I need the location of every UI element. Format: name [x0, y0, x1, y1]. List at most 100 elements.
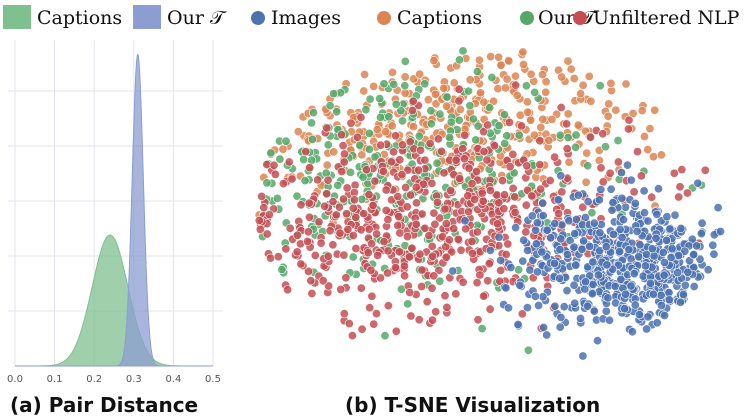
- scatter-point: [499, 190, 509, 200]
- scatter-point: [516, 121, 526, 131]
- scatter-point: [639, 208, 649, 218]
- scatter-point: [442, 92, 452, 102]
- scatter-point: [553, 195, 563, 205]
- scatter-point: [400, 81, 410, 91]
- scatter-point: [571, 215, 581, 225]
- scatter-point: [465, 75, 475, 85]
- scatter-point: [417, 265, 427, 275]
- scatter-point: [365, 303, 375, 313]
- scatter-point: [643, 312, 653, 322]
- scatter-point: [386, 157, 396, 167]
- scatter-point: [611, 105, 621, 115]
- scatter-point: [593, 270, 603, 280]
- scatter-point: [529, 130, 539, 140]
- scatter-point: [364, 224, 374, 234]
- scatter-point: [703, 265, 713, 275]
- scatter-point: [328, 197, 338, 207]
- scatter-point: [675, 297, 685, 307]
- scatter-point: [499, 110, 509, 120]
- scatter-point: [458, 144, 468, 154]
- scatter-point: [389, 79, 399, 89]
- scatter-point: [526, 115, 536, 125]
- scatter-point: [492, 219, 502, 229]
- scatter-point: [479, 97, 489, 107]
- scatter-point: [329, 89, 339, 99]
- scatter-point: [620, 304, 630, 314]
- scatter-point: [490, 141, 500, 151]
- scatter-point: [629, 269, 639, 279]
- scatter-point: [665, 224, 675, 234]
- scatter-point: [255, 224, 265, 234]
- scatter-point: [411, 182, 421, 192]
- scatter-point: [496, 60, 506, 70]
- scatter-point: [348, 231, 358, 241]
- scatter-point: [571, 260, 581, 270]
- scatter-point: [442, 302, 452, 312]
- scatter-point: [634, 310, 644, 320]
- scatter-point: [659, 270, 669, 280]
- scatter-point: [556, 171, 566, 181]
- scatter-point: [573, 190, 583, 200]
- legend-label-unfiltered-nlp: Unfiltered NLP: [593, 7, 740, 29]
- scatter-point: [494, 121, 504, 131]
- scatter-point: [379, 237, 389, 247]
- scatter-point: [323, 175, 333, 185]
- scatter-point: [588, 279, 598, 289]
- scatter-point: [285, 223, 295, 233]
- scatter-point: [454, 96, 464, 106]
- scatter-point: [424, 231, 434, 241]
- scatter-point: [639, 132, 649, 142]
- scatter-point: [456, 245, 466, 255]
- scatter-point: [624, 115, 634, 125]
- scatter-point: [509, 168, 519, 178]
- scatter-point: [555, 130, 565, 140]
- scatter-point: [521, 200, 531, 210]
- scatter-point: [468, 114, 478, 124]
- scatter-point: [383, 246, 393, 256]
- legend-label-our-t-b: Our 𝒯: [538, 7, 598, 29]
- scatter-point: [380, 331, 390, 341]
- scatter-point: [428, 251, 438, 261]
- scatter-point: [675, 182, 685, 192]
- scatter-point: [344, 319, 354, 329]
- scatter-point: [277, 265, 287, 275]
- scatter-point: [649, 251, 659, 261]
- scatter-point: [689, 250, 699, 260]
- scatter-point: [617, 233, 627, 243]
- scatter-point: [577, 244, 587, 254]
- scatter-point: [414, 131, 424, 141]
- scatter-point: [351, 212, 361, 222]
- scatter-point: [407, 243, 417, 253]
- scatter-point: [521, 227, 531, 237]
- scatter-point: [696, 229, 706, 239]
- scatter-point: [532, 267, 542, 277]
- scatter-point: [337, 167, 347, 177]
- scatter-point: [406, 311, 416, 321]
- scatter-point: [562, 286, 572, 296]
- scatter-point: [531, 239, 541, 249]
- scatter-point: [292, 191, 302, 201]
- scatter-point: [262, 178, 272, 188]
- scatter-point: [342, 183, 352, 193]
- scatter-point: [357, 150, 367, 160]
- x-ticks-a: 0.0 0.1 0.2 0.3 0.4 0.5: [7, 374, 221, 385]
- scatter-point: [517, 309, 527, 319]
- scatter-point: [270, 169, 280, 179]
- scatter-point: [316, 238, 326, 248]
- scatter-point: [369, 81, 379, 91]
- scatter-point: [400, 271, 410, 281]
- scatter-point: [365, 94, 375, 104]
- scatter-point: [658, 248, 668, 258]
- scatter-point: [624, 245, 634, 255]
- scatter-point: [335, 228, 345, 238]
- scatter-point: [448, 266, 458, 276]
- scatter-point: [472, 167, 482, 177]
- scatter-point: [339, 149, 349, 159]
- scatter-point: [254, 216, 264, 226]
- scatter-point: [355, 140, 365, 150]
- scatter-point: [556, 312, 566, 322]
- scatter-point: [458, 277, 468, 287]
- scatter-point: [497, 176, 507, 186]
- scatter-point: [349, 195, 359, 205]
- scatter-point: [502, 74, 512, 84]
